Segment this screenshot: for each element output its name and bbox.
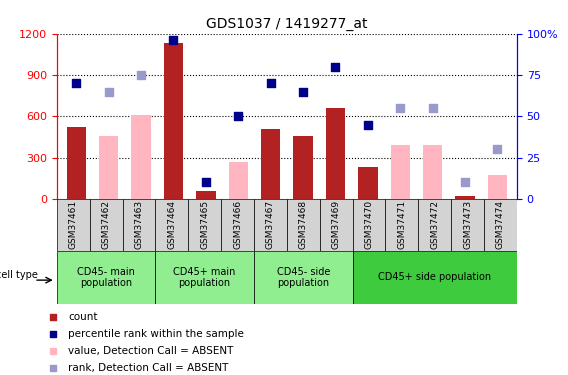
Text: value, Detection Call = ABSENT: value, Detection Call = ABSENT <box>68 346 233 356</box>
Point <box>233 113 243 119</box>
Bar <box>386 199 418 251</box>
Bar <box>156 199 188 251</box>
Text: GSM37463: GSM37463 <box>135 200 144 249</box>
Text: GSM37465: GSM37465 <box>200 200 209 249</box>
Text: GSM37473: GSM37473 <box>463 200 472 249</box>
Bar <box>353 251 517 304</box>
Bar <box>261 129 281 199</box>
Bar <box>418 199 451 251</box>
Bar <box>66 127 86 199</box>
Bar <box>287 199 320 251</box>
Text: CD45- main
population: CD45- main population <box>77 267 135 288</box>
Bar <box>188 199 221 251</box>
Point <box>407 116 416 122</box>
Bar <box>353 199 386 251</box>
Bar <box>325 108 345 199</box>
Text: GSM37461: GSM37461 <box>69 200 78 249</box>
Bar <box>123 199 156 251</box>
Text: GSM37469: GSM37469 <box>332 200 341 249</box>
Point <box>364 122 373 128</box>
Point <box>136 72 145 78</box>
Text: GSM37468: GSM37468 <box>299 200 308 249</box>
Text: GSM37462: GSM37462 <box>102 200 111 249</box>
Bar <box>156 251 254 304</box>
Point <box>104 88 113 94</box>
Bar <box>196 190 216 199</box>
Title: GDS1037 / 1419277_at: GDS1037 / 1419277_at <box>206 17 367 32</box>
Text: rank, Detection Call = ABSENT: rank, Detection Call = ABSENT <box>68 363 228 373</box>
Text: CD45- side
population: CD45- side population <box>277 267 330 288</box>
Point <box>396 105 405 111</box>
Text: percentile rank within the sample: percentile rank within the sample <box>68 328 244 339</box>
Text: CD45+ side population: CD45+ side population <box>378 273 491 282</box>
Bar <box>451 199 484 251</box>
Text: GSM37464: GSM37464 <box>168 200 176 249</box>
Point <box>72 80 81 86</box>
Bar <box>320 199 353 251</box>
Text: GSM37474: GSM37474 <box>496 200 505 249</box>
Point <box>407 272 416 278</box>
Bar <box>358 167 378 199</box>
Bar <box>456 196 475 199</box>
Text: GSM37467: GSM37467 <box>266 200 275 249</box>
Text: GSM37466: GSM37466 <box>233 200 242 249</box>
Bar <box>254 251 353 304</box>
Text: GSM37470: GSM37470 <box>365 200 374 249</box>
Point <box>169 38 178 44</box>
Text: cell type: cell type <box>0 270 38 280</box>
Bar <box>228 162 248 199</box>
Point <box>493 146 502 152</box>
Bar <box>423 145 442 199</box>
Text: GSM37472: GSM37472 <box>430 200 439 249</box>
Bar <box>391 145 410 199</box>
Bar <box>488 176 507 199</box>
Point <box>266 80 275 86</box>
Bar <box>484 199 517 251</box>
Bar <box>131 115 151 199</box>
Text: GSM37471: GSM37471 <box>398 200 406 249</box>
Bar <box>221 199 254 251</box>
Bar <box>293 135 313 199</box>
Text: count: count <box>68 312 97 322</box>
Text: CD45+ main
population: CD45+ main population <box>173 267 236 288</box>
Bar <box>57 251 156 304</box>
Bar <box>57 199 90 251</box>
Point <box>428 105 437 111</box>
Bar <box>99 135 118 199</box>
Point <box>299 88 308 94</box>
Point <box>201 179 210 185</box>
Point <box>331 64 340 70</box>
Point <box>461 179 470 185</box>
Bar <box>254 199 287 251</box>
Bar <box>164 44 183 199</box>
Bar <box>90 199 123 251</box>
